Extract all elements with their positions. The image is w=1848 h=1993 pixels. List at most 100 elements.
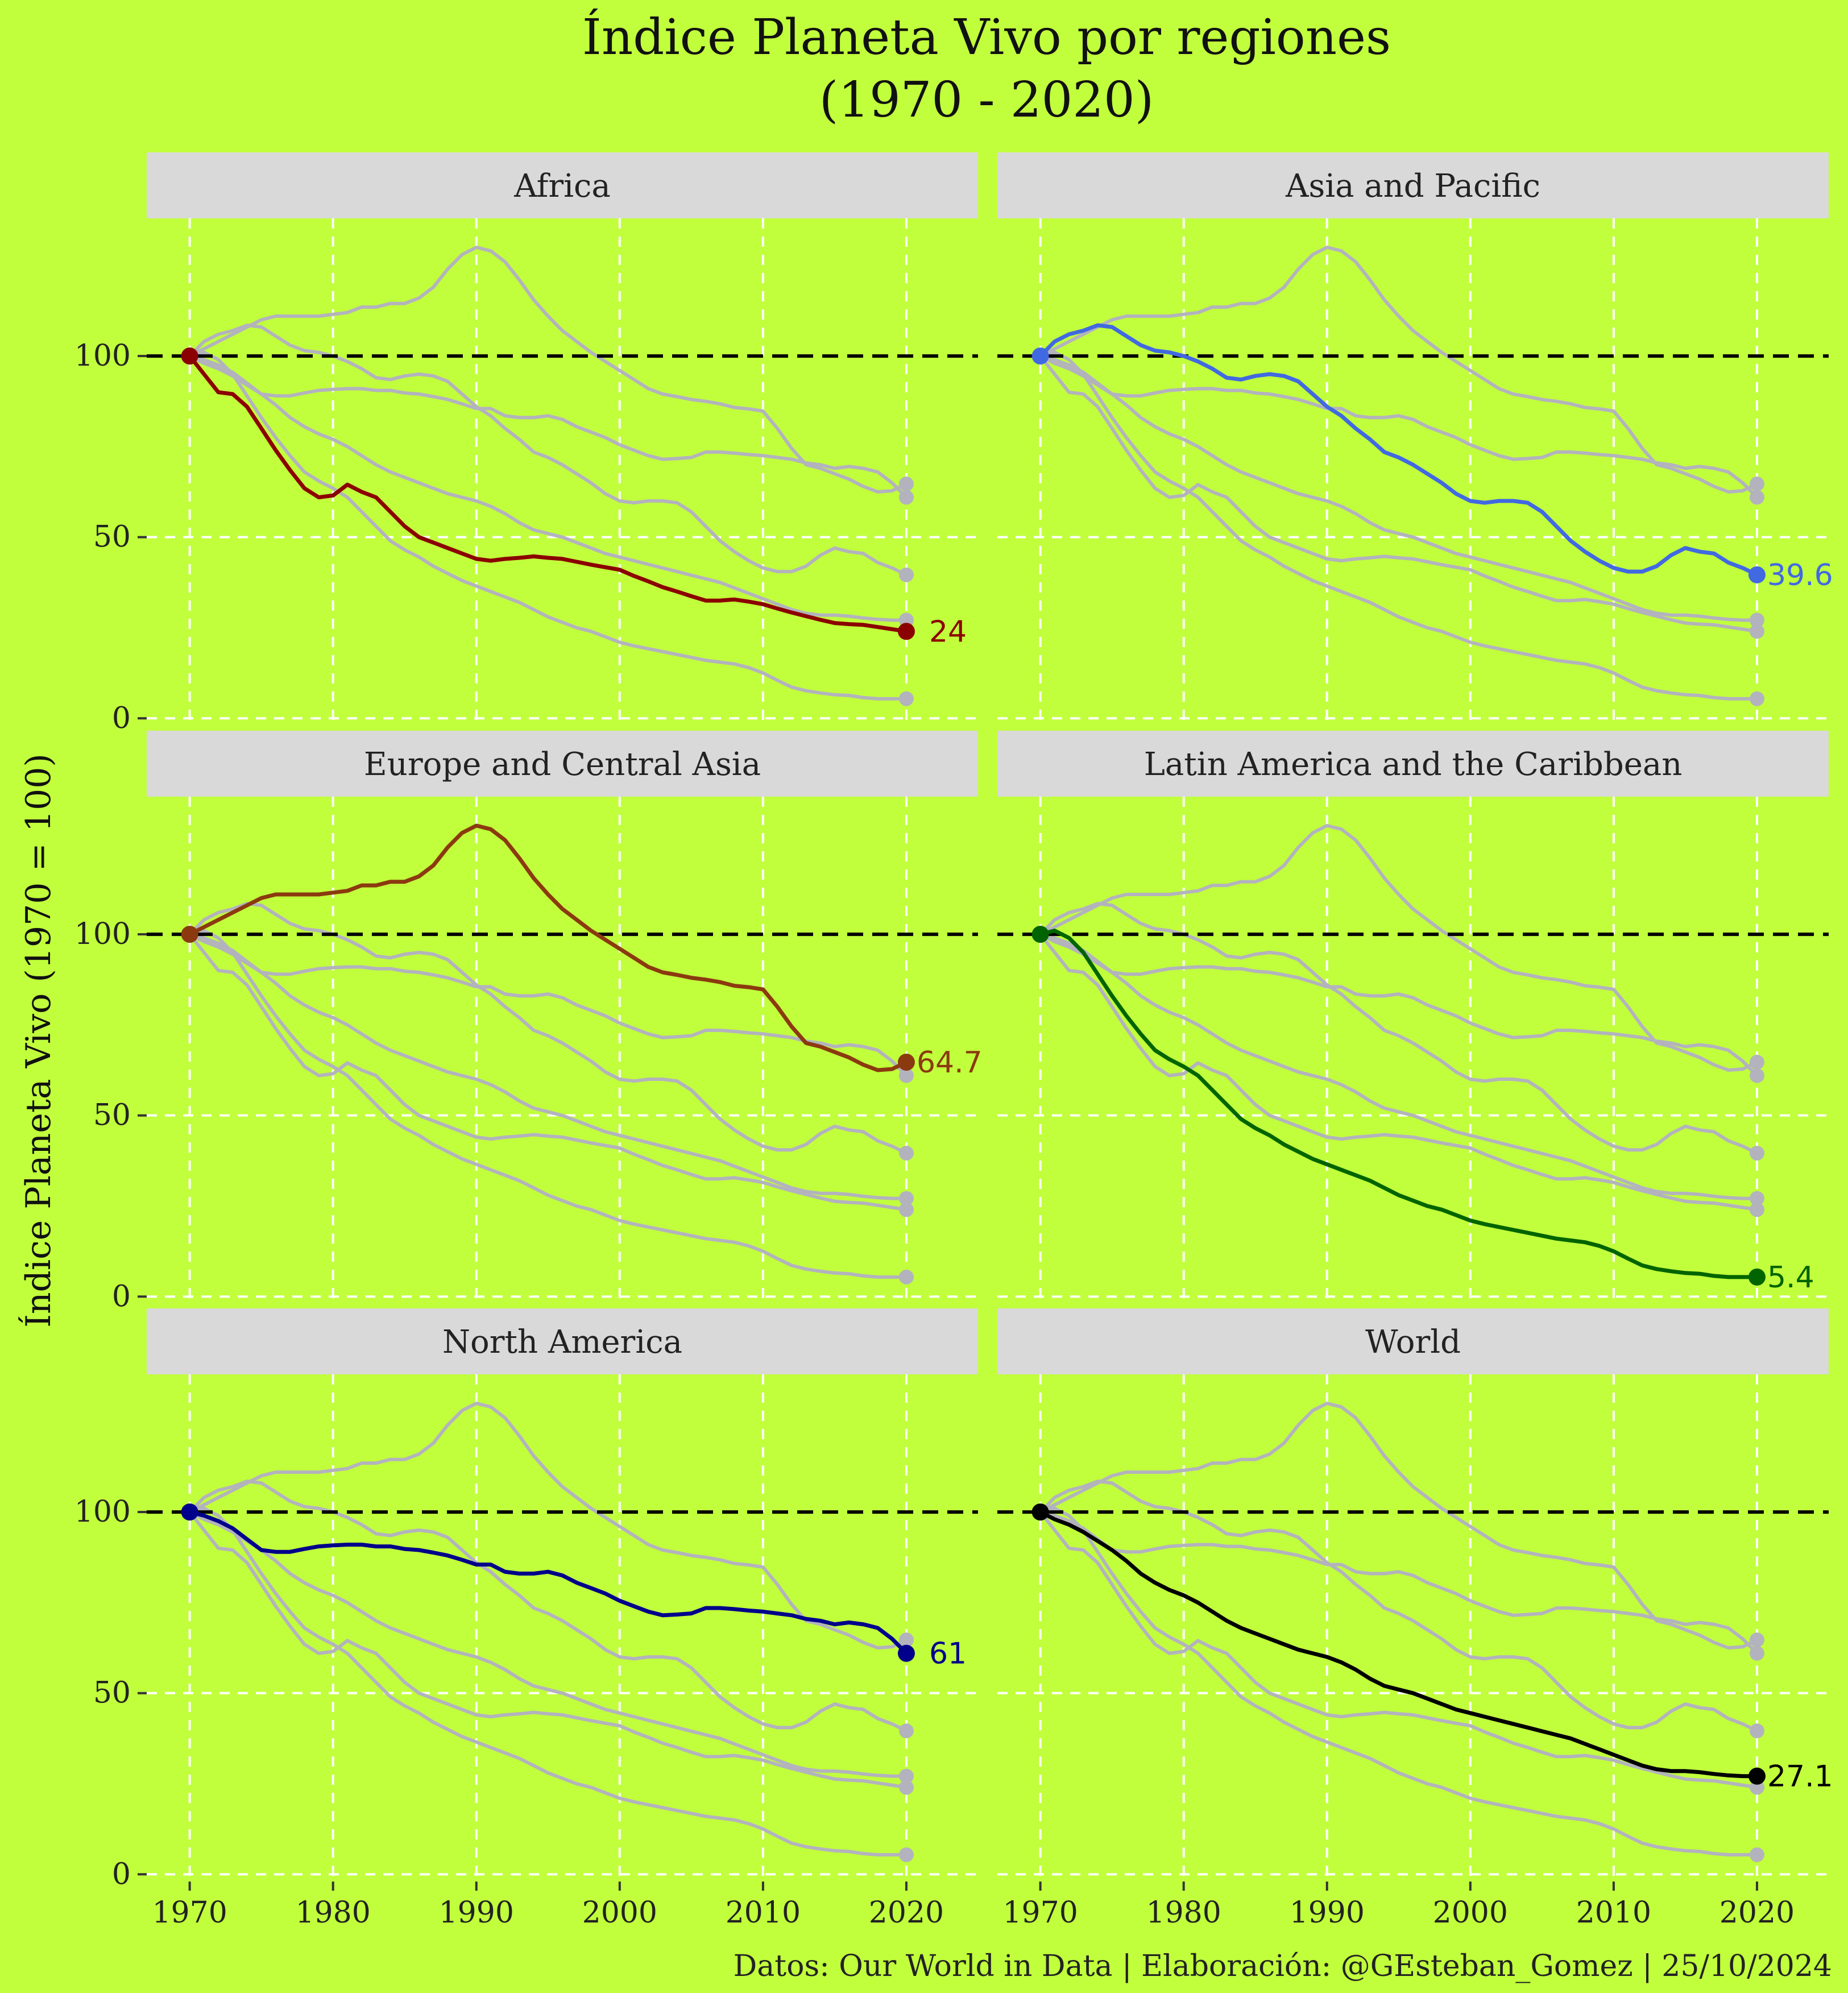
facet-strip-label: North America — [442, 1324, 682, 1361]
context-end-point — [898, 490, 914, 505]
series-end-label: 64.7 — [917, 1046, 983, 1080]
context-end-point — [1749, 1055, 1764, 1070]
context-line-europe-and-central-asia — [189, 246, 908, 494]
x-tick-label: 1990 — [1290, 1896, 1365, 1930]
context-line-africa — [1039, 933, 1758, 1212]
context-line-asia-and-pacific — [188, 902, 908, 1155]
series-line-north-america — [189, 1510, 908, 1655]
context-line-north-america — [189, 354, 908, 499]
context-line-asia-and-pacific — [1039, 902, 1758, 1155]
context-end-point — [1749, 612, 1764, 628]
context-line-world — [1039, 354, 1757, 622]
x-tick-label: 2010 — [726, 1896, 801, 1930]
context-end-point — [1749, 1847, 1764, 1862]
context-line-europe-and-central-asia — [1039, 246, 1758, 494]
series-start-point — [1031, 347, 1049, 365]
context-end-point — [1749, 477, 1764, 492]
context-line-world — [189, 933, 906, 1200]
x-tick-label: 2000 — [1433, 1896, 1508, 1930]
x-tick-label: 1970 — [1002, 1896, 1078, 1930]
series-end-label: 39.6 — [1767, 558, 1833, 592]
facet-panels: Africa 24 0 50 100 Asia and Pacific 39.6 Europe… — [74, 152, 1833, 1930]
facet-strip — [147, 731, 978, 797]
facet-strip — [997, 1308, 1829, 1374]
context-line-asia-and-pacific — [188, 1480, 908, 1733]
facet-strip-label: Asia and Pacific — [1285, 168, 1540, 205]
context-line-africa — [188, 933, 907, 1212]
chart-caption: Datos: Our World in Data | Elaboración: … — [734, 1949, 1832, 1983]
series-end-label: 61 — [929, 1637, 967, 1671]
facet-strip-label: Europe and Central Asia — [364, 746, 761, 783]
context-end-point — [898, 1145, 914, 1161]
y-tick-label: 50 — [93, 1099, 131, 1133]
x-tick-label: 2020 — [1719, 1896, 1795, 1930]
context-end-point — [1749, 1646, 1764, 1661]
facet-europe-and-central-asia: Europe and Central Asia 64.7 0 50 100 — [74, 731, 983, 1314]
context-end-point — [1749, 1191, 1764, 1206]
context-end-point — [898, 1768, 914, 1784]
x-tick-label: 1990 — [439, 1896, 514, 1930]
series-end-point — [1748, 1767, 1766, 1785]
context-line-africa — [1039, 355, 1758, 633]
context-end-point — [898, 1068, 914, 1083]
context-line-north-america — [1039, 1510, 1759, 1655]
context-line-world — [1039, 933, 1757, 1200]
series-end-point — [1748, 1268, 1766, 1286]
context-end-point — [1749, 490, 1764, 505]
x-tick-label: 1980 — [296, 1896, 371, 1930]
context-line-europe-and-central-asia — [1039, 824, 1758, 1072]
y-tick-label: 0 — [112, 1857, 131, 1891]
context-line-world — [189, 354, 906, 622]
facet-strip — [147, 1308, 978, 1374]
x-tick-label: 1970 — [152, 1896, 227, 1930]
series-end-point — [897, 623, 915, 640]
y-tick-label: 50 — [93, 520, 131, 554]
context-line-asia-and-pacific — [188, 324, 908, 577]
facet-strip — [147, 152, 978, 218]
context-end-point — [1749, 1068, 1764, 1083]
facet-north-america: North America 61 0 50 100 1970 1980 1990 2000 201… — [74, 1308, 978, 1930]
context-end-point — [1749, 624, 1764, 639]
context-end-point — [898, 1847, 914, 1862]
context-line-north-america — [1039, 354, 1759, 499]
series-start-point — [1031, 1503, 1049, 1521]
context-end-point — [1749, 691, 1764, 706]
facet-strip — [997, 731, 1829, 797]
series-end-point — [1748, 566, 1766, 583]
context-line-latin-america-and-the-caribbean — [189, 1506, 906, 1857]
context-line-europe-and-central-asia — [1039, 1402, 1758, 1650]
series-line-europe-and-central-asia — [189, 823, 908, 1072]
y-tick-label: 0 — [112, 1279, 131, 1314]
x-tick-label: 1980 — [1146, 1896, 1221, 1930]
context-end-point — [898, 1632, 914, 1648]
context-end-point — [898, 1269, 914, 1285]
context-end-point — [1749, 1202, 1764, 1217]
facet-strip-label: Africa — [513, 168, 611, 205]
facet-africa: Africa 24 0 50 100 — [74, 152, 978, 735]
context-line-africa — [1039, 1511, 1758, 1789]
facet-latin-america-and-the-caribbean: Latin America and the Caribbean 5.4 — [997, 731, 1829, 1304]
facet-strip-label: Latin America and the Caribbean — [1144, 746, 1683, 783]
context-end-point — [1749, 1723, 1764, 1738]
context-line-latin-america-and-the-caribbean — [189, 929, 906, 1279]
context-end-point — [898, 477, 914, 492]
y-tick-label: 50 — [93, 1676, 131, 1710]
context-line-latin-america-and-the-caribbean — [1039, 350, 1757, 701]
series-start-point — [1031, 926, 1049, 943]
context-end-point — [898, 691, 914, 706]
context-end-point — [898, 567, 914, 582]
series-start-point — [181, 926, 198, 943]
series-line-africa — [188, 354, 907, 633]
context-line-latin-america-and-the-caribbean — [189, 350, 906, 701]
y-tick-label: 100 — [74, 1495, 131, 1529]
series-end-point — [897, 1054, 915, 1071]
context-end-point — [1749, 1145, 1764, 1161]
series-line-asia-and-pacific — [1039, 323, 1758, 577]
y-tick-label: 100 — [74, 917, 131, 951]
context-end-point — [898, 1723, 914, 1738]
facet-world: World 27.1 1970 1980 1990 2000 2010 2020 — [997, 1308, 1833, 1930]
series-start-point — [181, 347, 198, 365]
